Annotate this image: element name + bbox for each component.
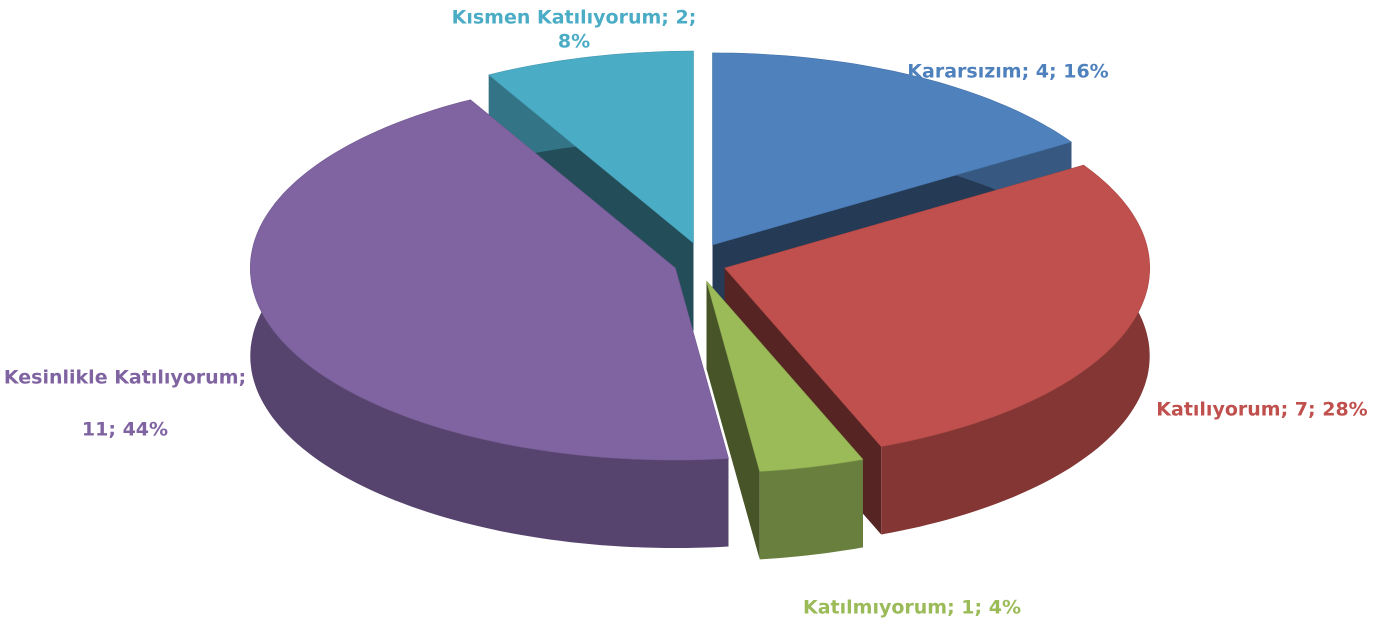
data-label: Katılıyorum; 7; 28% (1156, 399, 1367, 421)
data-label: Katılmıyorum; 1; 4% (803, 597, 1021, 619)
slice (706, 280, 864, 472)
slice-radial-wall (706, 280, 760, 560)
data-label: Kararsızım; 4; 16% (907, 61, 1108, 83)
data-labels: Kararsızım; 4; 16% Katılıyorum; 7; 28% Kat… (4, 7, 1368, 619)
slice (488, 50, 694, 244)
slice (249, 99, 729, 461)
slice-outer-wall (881, 165, 1150, 535)
data-label: 8% (558, 31, 590, 53)
data-label: Kısmen Katılıyorum; 2; (452, 7, 697, 29)
slice-outer-wall (759, 459, 863, 560)
slice-tops (249, 50, 1151, 472)
slice (712, 52, 1073, 246)
data-label: Kesinlikle Katılıyorum; (4, 367, 246, 389)
data-label: 11; 44% (82, 419, 168, 441)
slice (724, 164, 1151, 447)
